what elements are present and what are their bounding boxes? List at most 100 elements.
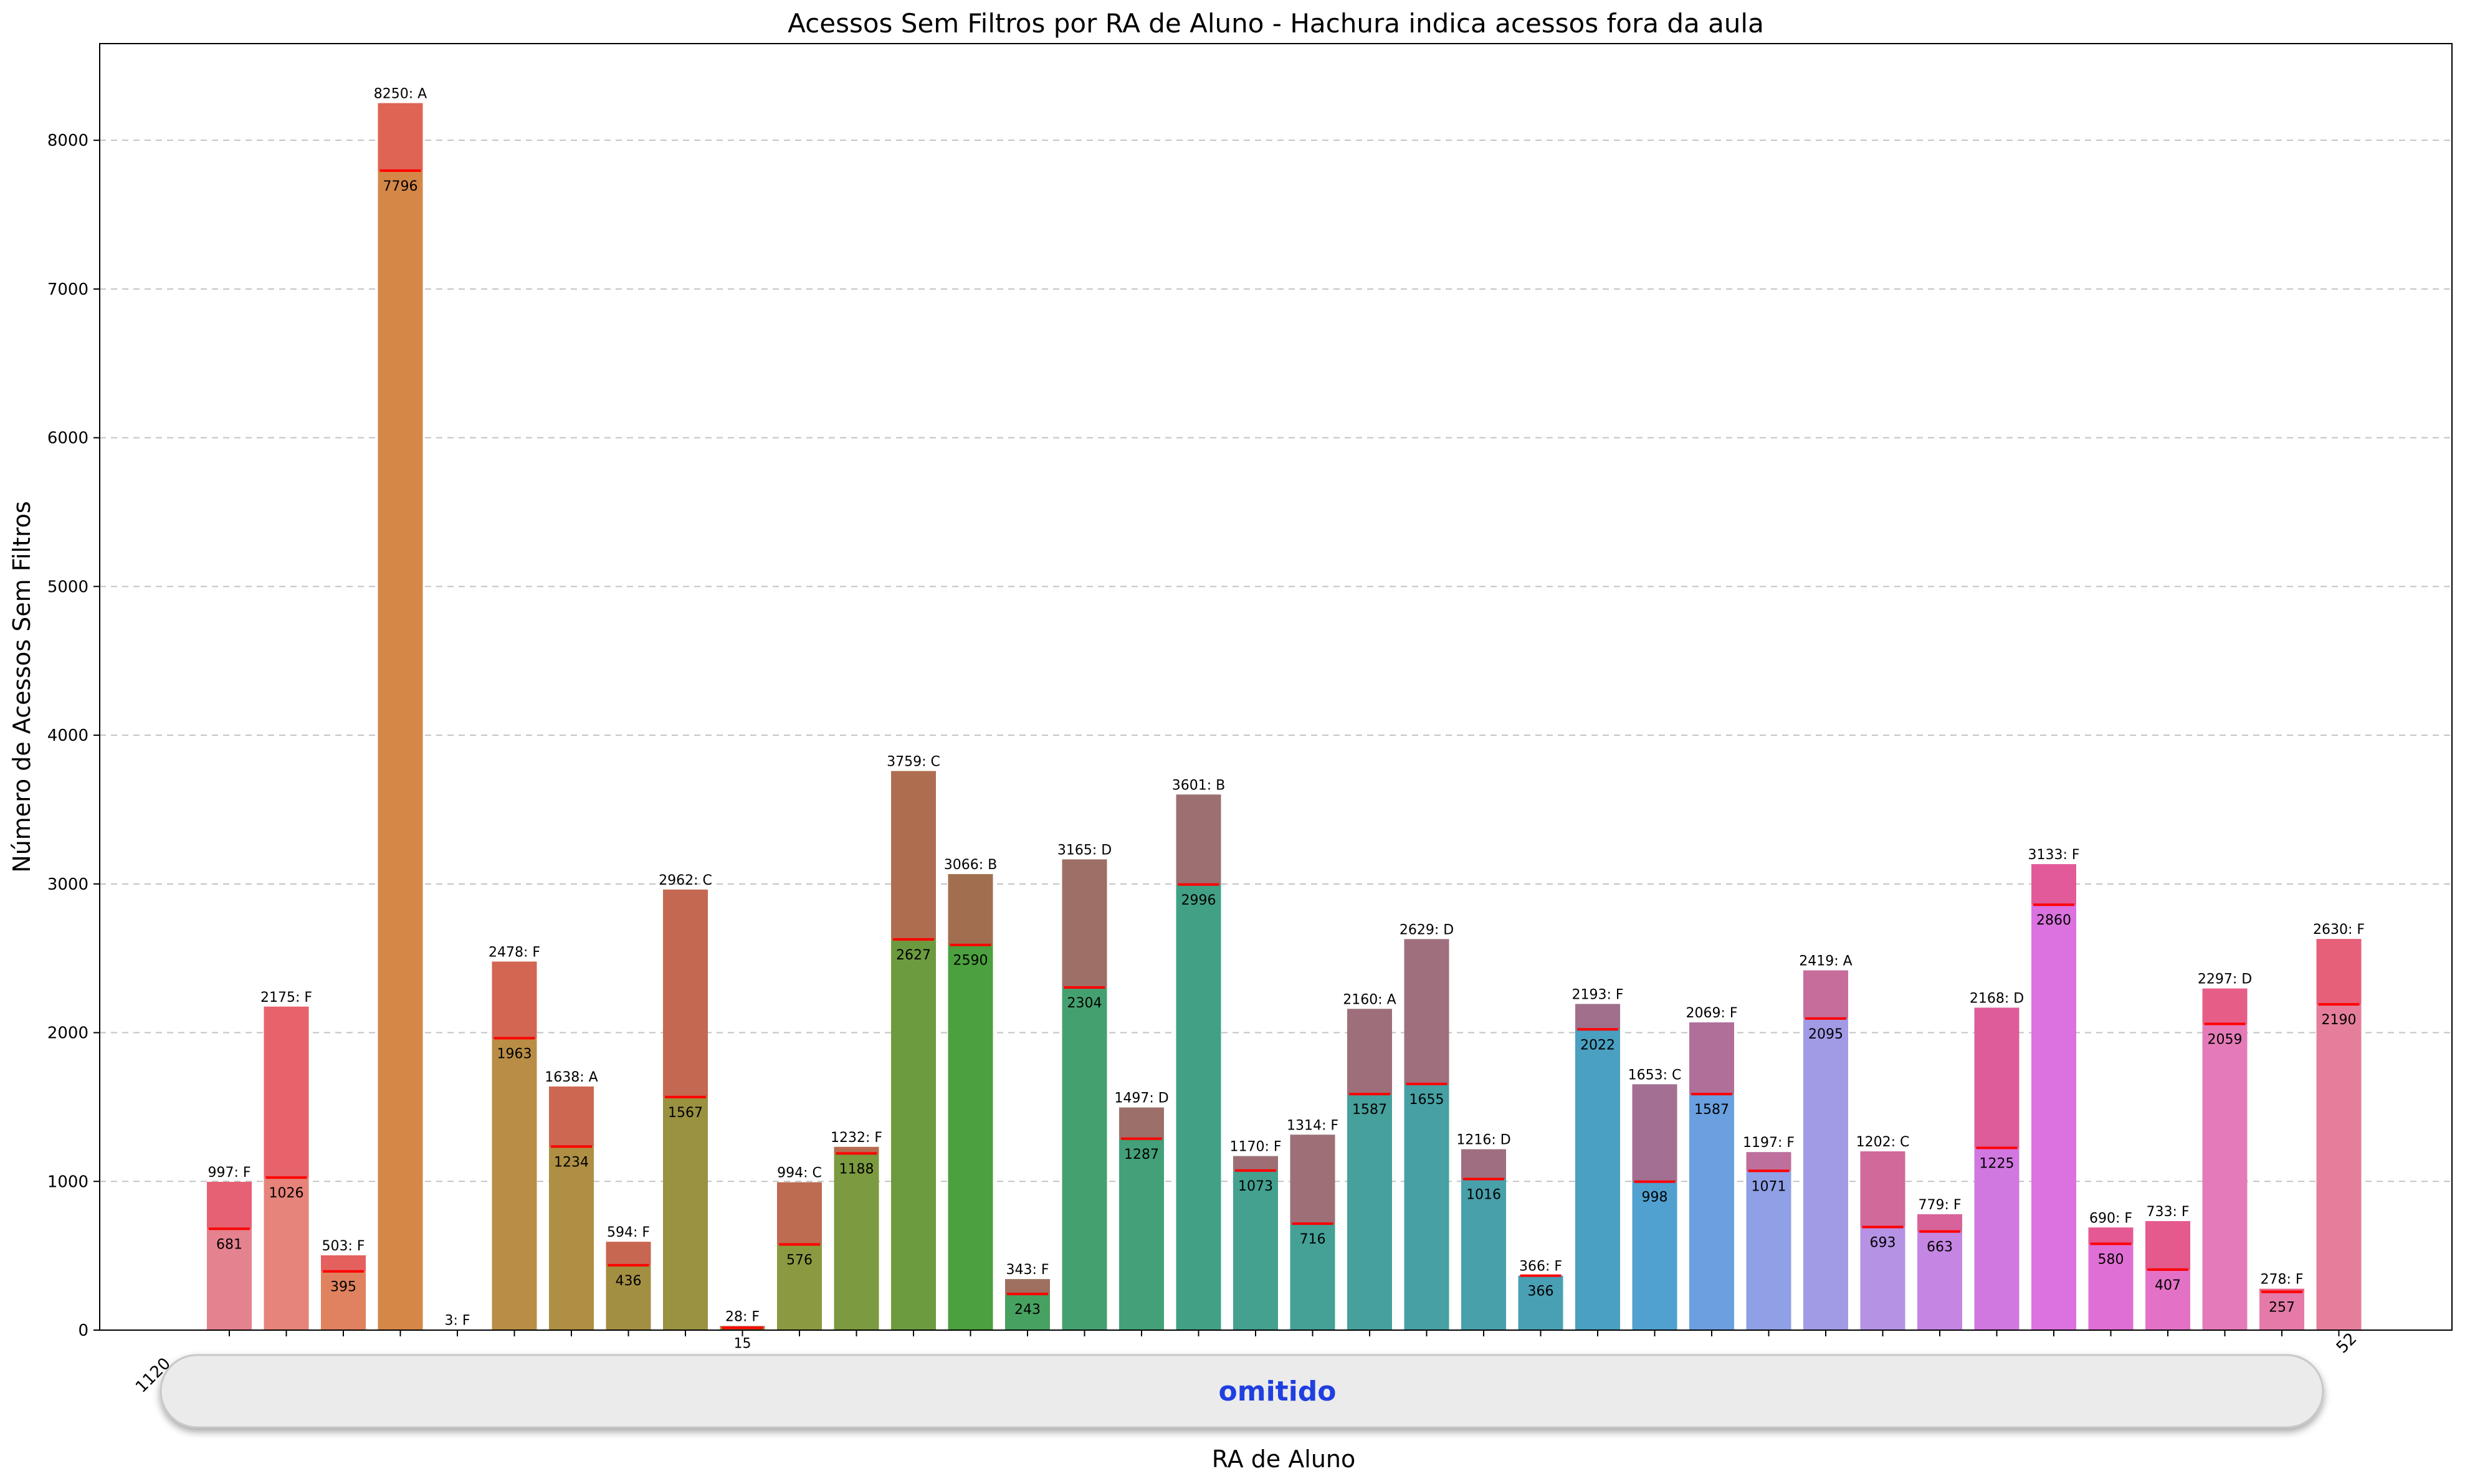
bar-group: 693 1202: C (1856, 1134, 1910, 1330)
bar-group: 1287 1497: D (1114, 1091, 1169, 1330)
bar-top-label: 997: F (207, 1165, 250, 1181)
bar-top-label: 2630: F (2313, 922, 2365, 938)
bar-group: 1026 2175: F (260, 990, 312, 1330)
out-of-class-segment (1005, 1279, 1050, 1294)
bar-top-label: 366: F (1519, 1259, 1562, 1275)
bars: 681 997: F 1026 2175: F 395 503: F 7796 8250: A… (207, 86, 2365, 1351)
bar-group: 1071 1197: F (1743, 1135, 1795, 1330)
bar-top-label: 779: F (1918, 1197, 1961, 1213)
out-of-class-segment (606, 1242, 651, 1265)
out-of-class-segment (1461, 1149, 1506, 1179)
y-tick-label: 8000 (47, 131, 88, 150)
bar-top-label: 8250: A (374, 86, 427, 102)
out-of-class-segment (207, 1181, 252, 1229)
bar (1119, 1107, 1164, 1330)
bar-top-label: 1314: F (1287, 1118, 1338, 1133)
bar-top-label: 3601: B (1172, 778, 1226, 793)
out-of-class-segment (1119, 1107, 1164, 1139)
in-class-label: 580 (2098, 1252, 2124, 1268)
out-of-class-segment (1974, 1007, 2020, 1148)
bar-top-label: 1197: F (1743, 1135, 1795, 1151)
in-class-label: 2627 (896, 948, 931, 963)
out-of-class-segment (2088, 1227, 2134, 1244)
bar-group: 1655 2629: D (1400, 922, 1454, 1330)
bar-group: 2059 2297: D (2198, 972, 2252, 1330)
in-class-label: 716 (1300, 1232, 1326, 1247)
bar-group: 2190 2630: F (2313, 922, 2365, 1330)
bar-group: 257 278: F (2259, 1272, 2304, 1330)
out-of-class-segment (321, 1255, 366, 1272)
bar-top-label: 278: F (2260, 1272, 2303, 1288)
bar-top-label: 1653: C (1628, 1067, 1682, 1083)
in-class-label: 1225 (1980, 1156, 2015, 1172)
bar-group: 2095 2419: A (1799, 954, 1853, 1330)
out-of-class-segment (1575, 1004, 1620, 1030)
in-class-label: 2996 (1181, 893, 1216, 908)
in-class-label: 366 (1528, 1284, 1554, 1300)
bar (2259, 1288, 2304, 1330)
bar-group: 395 503: F (321, 1239, 366, 1330)
bar-group: 1188 1232: F (831, 1130, 882, 1330)
in-class-label: 2590 (953, 953, 988, 969)
out-of-class-segment (264, 1006, 309, 1178)
bar-group: 681 997: F (207, 1165, 252, 1330)
redaction-box: omitido (160, 1354, 2324, 1429)
in-class-label: 998 (1642, 1190, 1668, 1206)
in-class-label: 1234 (554, 1154, 589, 1170)
in-class-label: 1287 (1124, 1147, 1159, 1163)
y-axis-title: Número de Acessos Sem Filtros (8, 501, 36, 872)
out-of-class-segment (2316, 939, 2362, 1005)
bar (834, 1146, 879, 1330)
bar-group: 436 594: F (606, 1225, 651, 1330)
bar-top-label: 1202: C (1856, 1134, 1910, 1150)
bar (1575, 1004, 1620, 1330)
out-of-class-segment (663, 889, 708, 1097)
bar-top-label: 3133: F (2028, 847, 2079, 863)
out-of-class-segment (1689, 1022, 1734, 1095)
bar (2202, 988, 2248, 1330)
bar-top-label: 2297: D (2198, 972, 2252, 987)
y-tick-label: 4000 (47, 726, 88, 745)
in-class-label: 693 (1870, 1235, 1896, 1251)
in-class-label: 576 (786, 1252, 813, 1268)
bar-group: 1963 2478: F (489, 944, 540, 1330)
in-class-label: 407 (2155, 1278, 2181, 1293)
bar-group: 7796 8250: A (374, 86, 427, 1330)
bar-group: 716 1314: F (1287, 1118, 1338, 1330)
bar-top-label: 2419: A (1799, 954, 1852, 969)
y-tick-label: 6000 (47, 429, 88, 448)
plot-frame (99, 43, 2453, 1331)
grid-lines (100, 140, 2452, 1182)
in-class-label: 1963 (497, 1046, 532, 1062)
in-class-label: 1655 (1409, 1092, 1444, 1108)
bar-group: 2304 3165: D (1057, 842, 1112, 1330)
bar (1917, 1214, 1962, 1330)
out-of-class-segment (1746, 1152, 1791, 1171)
bar-top-label: 2193: F (1571, 987, 1623, 1002)
bar-top-label: 690: F (2089, 1211, 2132, 1226)
bar (1518, 1275, 1563, 1330)
in-class-label: 1587 (1352, 1102, 1387, 1118)
out-of-class-segment (1290, 1134, 1335, 1224)
bar-top-label: 3165: D (1057, 842, 1112, 858)
bar-group: 2996 3601: B (1172, 778, 1226, 1330)
bar-top-label: 1232: F (831, 1130, 882, 1146)
bar (378, 103, 423, 1330)
in-class-label: 681 (216, 1237, 242, 1252)
bar-group: 1567 2962: C (659, 873, 712, 1330)
bar (1803, 970, 1848, 1330)
bar-group: 366 366: F (1518, 1259, 1563, 1330)
y-tick-label: 5000 (47, 578, 88, 596)
bar-top-label: 2168: D (1970, 991, 2024, 1006)
y-tick-label: 3000 (47, 875, 88, 894)
bar-top-label: 594: F (607, 1225, 650, 1240)
out-of-class-segment (2202, 988, 2248, 1024)
y-tick-label: 0 (78, 1321, 88, 1340)
out-of-class-segment (549, 1086, 594, 1147)
out-of-class-segment (2145, 1221, 2190, 1270)
bar-top-label: 28: F (725, 1309, 760, 1325)
bar-top-label: 2160: A (1343, 992, 1396, 1007)
bar-group: 1234 1638: A (545, 1070, 598, 1330)
bar-group: 1073 1170: F (1229, 1139, 1282, 1330)
